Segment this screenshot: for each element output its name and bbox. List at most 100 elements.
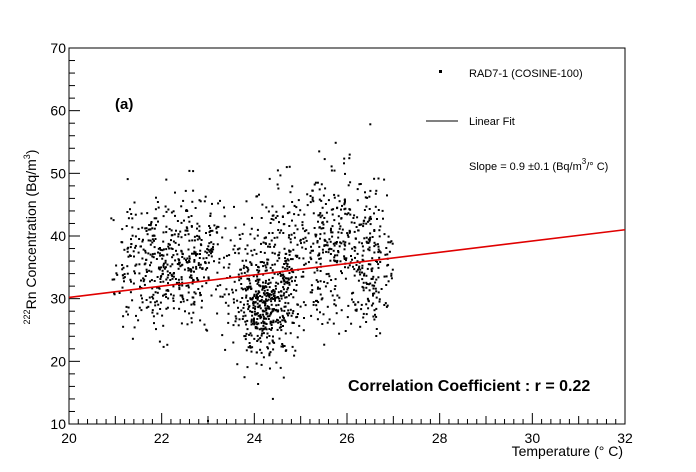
data-point (159, 247, 161, 249)
data-point (172, 307, 175, 310)
data-point (246, 286, 249, 289)
data-point (275, 361, 278, 364)
data-point (294, 224, 297, 227)
data-point (174, 278, 177, 280)
data-point (280, 290, 283, 293)
data-point (134, 264, 137, 267)
data-point (360, 308, 363, 311)
data-point (177, 235, 180, 238)
data-point (147, 305, 150, 308)
data-point (157, 247, 160, 250)
data-point (237, 306, 239, 309)
data-point (299, 238, 302, 241)
data-point (154, 304, 157, 307)
data-point (358, 241, 361, 244)
data-point (193, 239, 196, 242)
data-point (150, 270, 153, 273)
data-point (256, 295, 259, 298)
data-point (305, 239, 308, 242)
data-point (277, 282, 280, 285)
data-point (246, 366, 249, 369)
correlation-coefficient: Correlation Coefficient : r = 0.22 (348, 378, 590, 395)
data-point (144, 275, 147, 277)
data-point (194, 251, 197, 254)
data-point (256, 282, 259, 285)
y-axis-exponent: 3 (22, 154, 32, 159)
data-point (153, 246, 156, 249)
data-point (302, 237, 305, 240)
data-point (257, 383, 260, 385)
data-point (390, 240, 393, 243)
data-point (129, 255, 132, 257)
data-point (310, 284, 313, 287)
data-point (256, 327, 259, 330)
data-point (321, 214, 324, 217)
data-point (262, 273, 265, 276)
data-point (294, 276, 297, 279)
data-point (221, 236, 224, 239)
data-point (302, 257, 305, 260)
data-point (178, 286, 181, 289)
data-point (155, 300, 158, 303)
data-point (390, 277, 393, 280)
data-point (161, 254, 163, 257)
data-point (353, 214, 356, 217)
data-point (244, 335, 247, 338)
data-point (323, 232, 326, 235)
data-point (354, 256, 356, 259)
data-point (281, 274, 284, 277)
data-point (143, 278, 146, 281)
data-point (170, 211, 173, 214)
data-point (170, 247, 173, 250)
data-point (129, 278, 132, 281)
data-point (246, 267, 249, 269)
data-point (386, 264, 389, 267)
data-point (269, 320, 272, 323)
data-point (261, 261, 264, 263)
data-point (276, 273, 279, 276)
data-point (352, 265, 354, 268)
data-point (340, 231, 343, 234)
data-point (177, 278, 180, 281)
data-point (283, 263, 286, 265)
data-point (338, 245, 341, 248)
data-point (259, 307, 262, 310)
data-point (366, 196, 369, 199)
data-point (309, 201, 312, 204)
data-point (287, 278, 290, 281)
data-point (356, 216, 359, 219)
data-point (239, 301, 242, 304)
data-point (165, 225, 168, 228)
data-point (316, 318, 319, 321)
data-point (188, 260, 191, 263)
data-point (182, 300, 185, 303)
data-point (325, 244, 328, 247)
data-point (278, 257, 281, 260)
data-point (296, 313, 299, 315)
data-point (348, 157, 351, 160)
data-point (167, 282, 169, 285)
data-point (209, 215, 212, 217)
data-point (376, 260, 378, 263)
data-point (154, 208, 157, 211)
data-point (270, 293, 273, 296)
data-point (273, 297, 276, 299)
data-point (159, 308, 162, 310)
data-point (192, 189, 195, 192)
y-tick-label: 40 (50, 228, 66, 244)
data-point (334, 278, 337, 281)
data-point (271, 205, 274, 208)
data-point (112, 219, 115, 222)
data-point (172, 300, 175, 302)
data-point (320, 199, 323, 202)
data-point (251, 346, 254, 349)
data-point (188, 255, 191, 258)
data-point (172, 285, 175, 288)
data-point (313, 183, 316, 186)
data-point (373, 230, 376, 232)
data-point (152, 234, 155, 237)
data-point (253, 337, 256, 340)
data-point (138, 306, 141, 309)
data-point (275, 308, 278, 311)
data-point (317, 301, 320, 304)
